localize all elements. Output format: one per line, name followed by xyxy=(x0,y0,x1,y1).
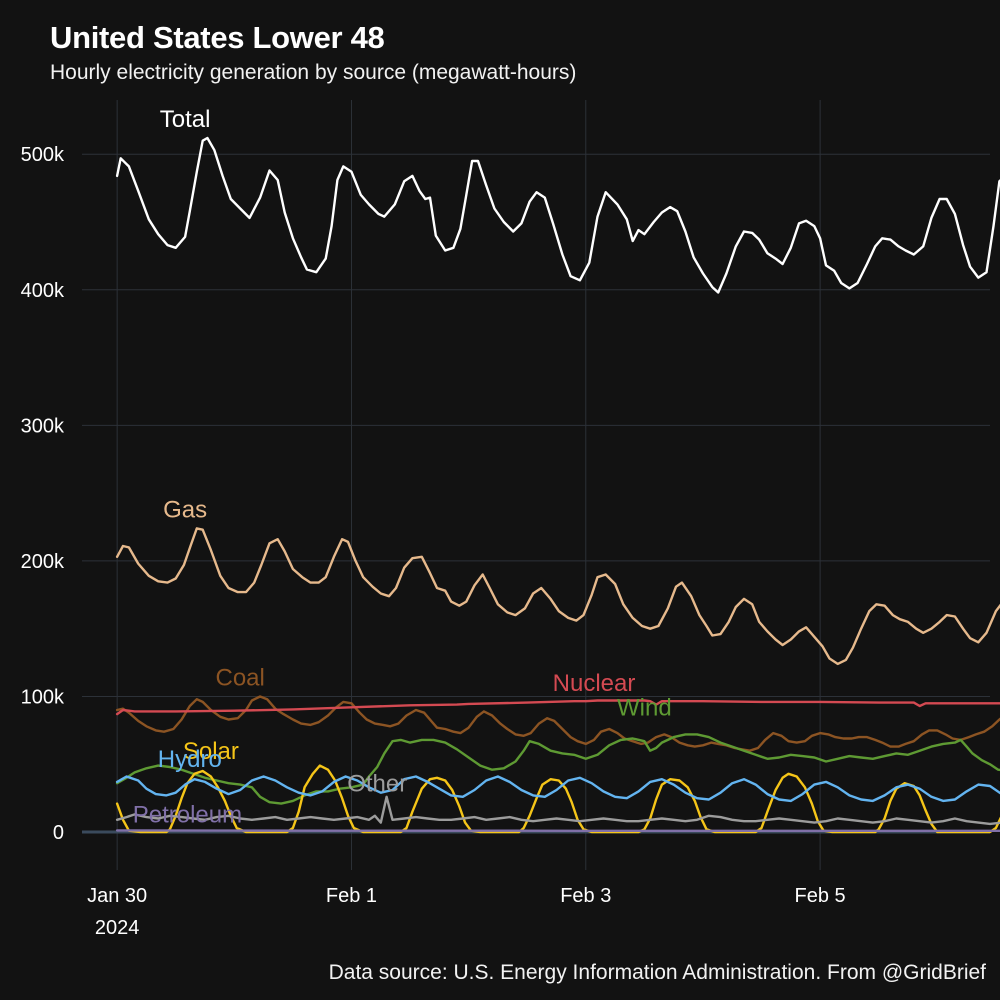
series-label-gas: Gas xyxy=(163,497,207,524)
y-tick-label: 100k xyxy=(21,686,65,708)
series-line-solar xyxy=(115,764,1000,834)
x-tick-label: Feb 1 xyxy=(326,885,377,907)
series-label-coal: Coal xyxy=(215,665,264,692)
series-line-gas xyxy=(115,527,1000,666)
chart-title: United States Lower 48 xyxy=(50,20,385,55)
y-tick-label: 300k xyxy=(21,415,65,437)
y-tick-label: 500k xyxy=(21,144,65,166)
series-line-wind xyxy=(115,733,1000,805)
series-line-coal xyxy=(115,695,1000,752)
y-tick-label: 200k xyxy=(21,551,65,573)
chart-subtitle: Hourly electricity generation by source … xyxy=(50,61,577,84)
x-tick-label: Jan 30 xyxy=(87,885,147,907)
series-label-solar: Solar xyxy=(183,738,239,765)
series-label-nuclear: Nuclear xyxy=(553,670,636,697)
y-tick-label: 400k xyxy=(21,280,65,302)
x-tick-year-label: 2024 xyxy=(95,917,140,939)
series-label-petroleum: Petroleum xyxy=(133,802,242,829)
axis-ticks: 0 100k 200k 300k 400k 500k Jan 30 2024 Feb 1 Feb … xyxy=(21,144,846,939)
data-source-note: Data source: U.S. Energy Information Adm… xyxy=(328,961,986,984)
series-lines xyxy=(115,136,1000,834)
x-tick-label: Feb 5 xyxy=(795,885,846,907)
series-label-hydro: Hydro xyxy=(158,746,222,773)
series-label-other: Other xyxy=(347,770,407,797)
y-tick-label: 0 xyxy=(53,822,64,844)
series-label-wind: Wind xyxy=(617,694,672,721)
series-line-total xyxy=(115,136,1000,294)
x-tick-label: Feb 3 xyxy=(560,885,611,907)
series-line-nuclear xyxy=(115,699,1000,716)
series-line-hydro xyxy=(115,775,1000,803)
series-line-other xyxy=(115,795,1000,826)
series-label-total: Total xyxy=(160,106,211,133)
